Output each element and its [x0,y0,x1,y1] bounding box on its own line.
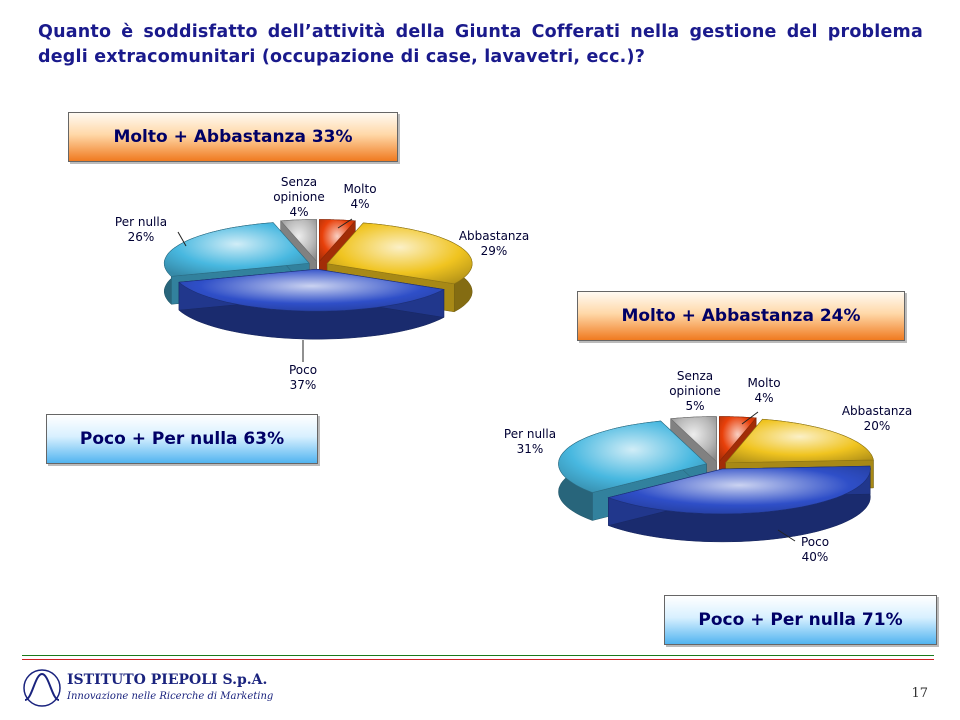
pie-2-leader-line [777,529,796,542]
footer-divider-red [22,659,934,660]
pie-1-label-abbastanza: Abbastanza 29% [459,229,529,258]
logo-tagline: Innovazione nelle Ricerche di Marketing [67,691,274,702]
summary-negative-box-2: Poco + Per nulla 71% [664,595,937,645]
summary-positive-box-1: Molto + Abbastanza 33% [68,112,398,162]
pie-2-group: Molto 4% Abbastanza 20% Poco 40% Per nulla 31% S… [504,369,912,564]
pie-2-label-senza-opinione: Senza opinione 5% [669,369,721,413]
pie-1-slice-poco [178,268,445,340]
pie-1-label-senza-opinione: Senza opinione 4% [273,175,325,219]
pie-1-label-poco: Poco 37% [289,363,317,392]
pie-2-label-molto: Molto 4% [747,376,780,405]
pie-1-leader-line [177,231,187,247]
pie-2-label-abbastanza: Abbastanza 20% [842,404,912,433]
logo-bell-icon [23,669,61,707]
page-title: Quanto è soddisfatto dell’attività della… [38,22,923,67]
logo-name: ISTITUTO PIEPOLI S.p.A. [67,672,268,688]
pie-1-label-per-nulla: Per nulla 26% [115,215,167,244]
page-number: 17 [911,686,928,701]
pie-2-label-per-nulla: Per nulla 31% [504,427,556,456]
footer-divider-green [22,655,934,656]
pie-1-group: Molto 4% Abbastanza 29% Poco 37% Per nulla 26% S… [115,175,529,392]
pie-2-leader-line [741,411,759,425]
pie-2-label-poco: Poco 40% [801,535,829,564]
pie-1-label-molto: Molto 4% [343,182,376,211]
summary-positive-box-2: Molto + Abbastanza 24% [577,291,905,341]
pie-1-leader-line [337,218,353,229]
pie-2-slice-poco [607,465,871,543]
summary-negative-box-1: Poco + Per nulla 63% [46,414,318,464]
company-logo: ISTITUTO PIEPOLI S.p.A. Innovazione nell… [22,666,273,712]
